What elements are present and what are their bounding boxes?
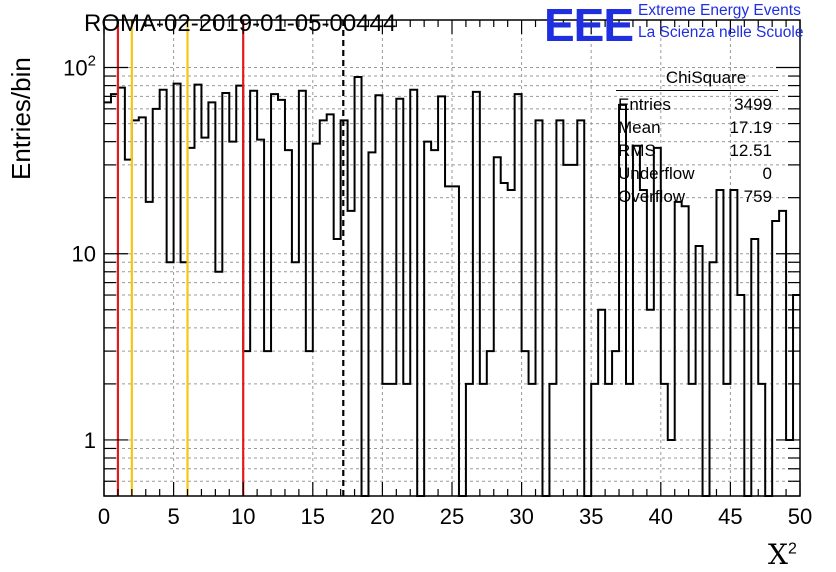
y-tick-label: 1	[84, 428, 96, 453]
stats-value: 3499	[734, 95, 772, 114]
logo-subtitle-line1: Extreme Energy Events	[638, 2, 801, 19]
stats-title: ChiSquare	[665, 68, 747, 87]
stats-value: 12.51	[729, 141, 772, 160]
stats-value: 759	[743, 187, 772, 206]
stats-label: RMS	[618, 141, 656, 160]
stats-label: Overflow	[618, 187, 686, 206]
y-tick-label: 10	[72, 242, 96, 267]
stats-title-rule	[616, 90, 778, 91]
stats-row-entries: Entries 3499	[610, 93, 778, 116]
x-tick-label: 45	[718, 504, 742, 529]
stats-label: Underflow	[618, 164, 695, 183]
stats-label: Mean	[618, 118, 661, 137]
stats-value: 0	[762, 164, 772, 183]
chart-title: ROMA-02-2019-01-05-00444	[84, 10, 397, 37]
stats-value: 17.19	[729, 118, 772, 137]
stats-row-overflow: Overflow 759	[610, 185, 778, 208]
stats-box: ChiSquare Entries 3499 Mean 17.19 RMS 12.51…	[610, 66, 778, 208]
x-tick-label: 20	[370, 504, 394, 529]
x-axis-label: X2	[768, 538, 797, 571]
stats-row-underflow: Underflow 0	[610, 162, 778, 185]
x-tick-label: 50	[788, 504, 812, 529]
stats-label: Entries	[618, 95, 671, 114]
y-axis-label: Entries/bin	[6, 57, 36, 180]
x-tick-label: 25	[440, 504, 464, 529]
x-axis-label-base: X	[768, 538, 788, 571]
histogram-bins	[104, 75, 800, 497]
stats-row-mean: Mean 17.19	[610, 116, 778, 139]
x-tick-label: 10	[231, 504, 255, 529]
x-tick-label: 5	[167, 504, 179, 529]
x-tick-label: 15	[301, 504, 325, 529]
x-tick-label: 30	[509, 504, 533, 529]
stats-row-rms: RMS 12.51	[610, 139, 778, 162]
eee-logo: EEE	[544, 0, 634, 51]
logo-subtitle-line2: La Scienza nelle Scuole	[638, 24, 804, 41]
x-tick-label: 40	[649, 504, 673, 529]
x-axis-label-sup: 2	[787, 540, 797, 558]
x-tick-label: 0	[98, 504, 110, 529]
x-tick-label: 35	[579, 504, 603, 529]
y-tick-label: 102	[63, 53, 96, 81]
